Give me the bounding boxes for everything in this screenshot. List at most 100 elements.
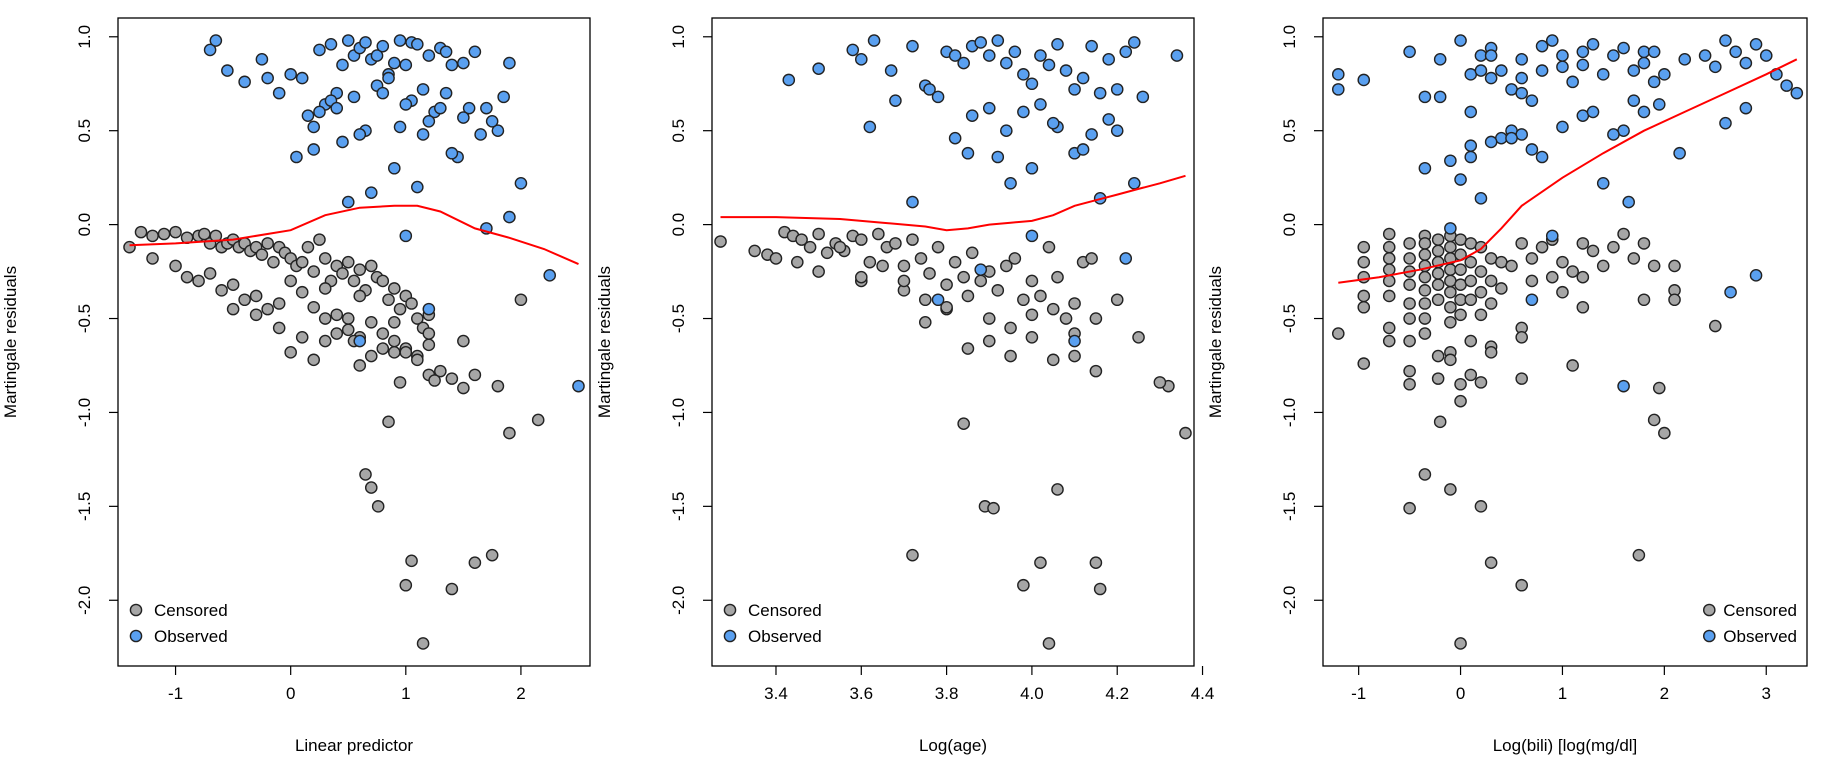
data-layer bbox=[714, 34, 1192, 650]
censored-point bbox=[791, 255, 804, 269]
observed-point bbox=[416, 83, 430, 96]
observed-point bbox=[422, 49, 436, 62]
observed-point bbox=[497, 90, 510, 104]
censored-point bbox=[226, 302, 240, 316]
censored-point bbox=[301, 240, 315, 254]
censored-point bbox=[906, 548, 919, 562]
censored-point bbox=[906, 233, 919, 246]
censored-point bbox=[192, 274, 205, 288]
censored-point bbox=[1454, 394, 1467, 408]
censored-point bbox=[1431, 349, 1445, 363]
observed-point bbox=[1331, 83, 1345, 96]
censored-point bbox=[1515, 237, 1528, 250]
observed-point bbox=[445, 146, 459, 160]
censored-point bbox=[1403, 377, 1416, 391]
censored-point bbox=[957, 417, 970, 431]
data-layer bbox=[1331, 34, 1804, 650]
censored-point bbox=[434, 364, 447, 378]
censored-point bbox=[307, 265, 321, 278]
censored-point bbox=[1607, 240, 1620, 254]
censored-point bbox=[318, 312, 332, 325]
censored-point bbox=[371, 500, 385, 513]
censored-point bbox=[318, 282, 332, 295]
observed-point bbox=[347, 90, 361, 104]
censored-point bbox=[399, 346, 413, 359]
y-tick-label: -0.5 bbox=[1280, 304, 1299, 333]
censored-point bbox=[991, 284, 1005, 297]
observed-point bbox=[1418, 90, 1432, 104]
censored-point bbox=[1403, 252, 1416, 265]
censored-point bbox=[1668, 293, 1681, 307]
legend: Censored Observed bbox=[723, 601, 822, 646]
observed-point bbox=[1525, 94, 1539, 107]
censored-point bbox=[157, 227, 171, 241]
y-tick-label: 0.0 bbox=[1280, 213, 1299, 237]
censored-point bbox=[1418, 297, 1432, 310]
censored-point bbox=[249, 289, 263, 303]
observed-point bbox=[1464, 139, 1478, 153]
censored-point bbox=[284, 274, 297, 288]
observed-point bbox=[1000, 56, 1013, 70]
censored-point bbox=[1474, 308, 1488, 322]
censored-point bbox=[364, 349, 378, 363]
observed-point bbox=[209, 34, 223, 47]
observed-point bbox=[1617, 379, 1630, 393]
x-tick-label: -1 bbox=[1351, 684, 1366, 703]
censored-point bbox=[376, 274, 390, 288]
y-tick-label: -0.5 bbox=[669, 304, 688, 333]
censored-point bbox=[1418, 270, 1432, 284]
observed-point bbox=[491, 124, 505, 137]
censored-point bbox=[468, 556, 482, 569]
censored-point bbox=[353, 359, 367, 372]
y-tick-label: -1.5 bbox=[1280, 492, 1299, 521]
observed-point bbox=[854, 53, 868, 66]
observed-point bbox=[221, 64, 234, 77]
censored-point bbox=[918, 293, 932, 307]
observed-point bbox=[1025, 161, 1039, 175]
observed-point bbox=[1484, 71, 1498, 85]
observed-point bbox=[1484, 49, 1498, 62]
censored-point bbox=[1484, 346, 1498, 359]
observed-point bbox=[1331, 68, 1345, 81]
observed-point bbox=[370, 49, 384, 62]
observed-point bbox=[353, 128, 367, 141]
observed-point bbox=[948, 49, 962, 62]
observed-point bbox=[1474, 64, 1488, 77]
censored-point bbox=[169, 225, 182, 239]
observed-point bbox=[307, 143, 321, 156]
censored-point bbox=[940, 300, 953, 314]
observed-point bbox=[485, 115, 499, 128]
censored-point bbox=[364, 481, 378, 494]
censored-point bbox=[854, 233, 868, 246]
y-tick-label: -2.0 bbox=[75, 586, 94, 615]
censored-point bbox=[146, 252, 159, 265]
censored-point bbox=[1059, 312, 1073, 325]
censored-point bbox=[1357, 240, 1371, 254]
y-axis-title: Martingale residuals bbox=[595, 266, 614, 418]
observed-point bbox=[457, 111, 470, 124]
censored-point bbox=[1000, 259, 1013, 273]
censored-point bbox=[957, 270, 970, 284]
censored-point bbox=[1515, 372, 1528, 385]
observed-point bbox=[1545, 34, 1559, 47]
data-layer bbox=[123, 34, 585, 650]
censored-point bbox=[1357, 357, 1371, 370]
y-tick-label: 0.5 bbox=[669, 119, 688, 143]
observed-point bbox=[376, 39, 390, 53]
censored-point bbox=[974, 274, 988, 288]
observed-point bbox=[1515, 86, 1528, 100]
observed-point bbox=[1617, 41, 1630, 55]
observed-point bbox=[1444, 154, 1457, 168]
censored-point bbox=[1403, 501, 1416, 515]
censored-point bbox=[1627, 252, 1641, 265]
censored-point bbox=[1484, 297, 1498, 310]
observed-point bbox=[387, 56, 401, 70]
x-tick-label: 3.6 bbox=[849, 684, 873, 703]
censored-point bbox=[411, 353, 424, 367]
censored-point bbox=[457, 381, 470, 395]
observed-point bbox=[1059, 64, 1073, 77]
censored-point bbox=[238, 293, 251, 307]
observed-point bbox=[1535, 64, 1549, 77]
censored-point bbox=[1484, 556, 1498, 569]
censored-point bbox=[1556, 285, 1569, 299]
